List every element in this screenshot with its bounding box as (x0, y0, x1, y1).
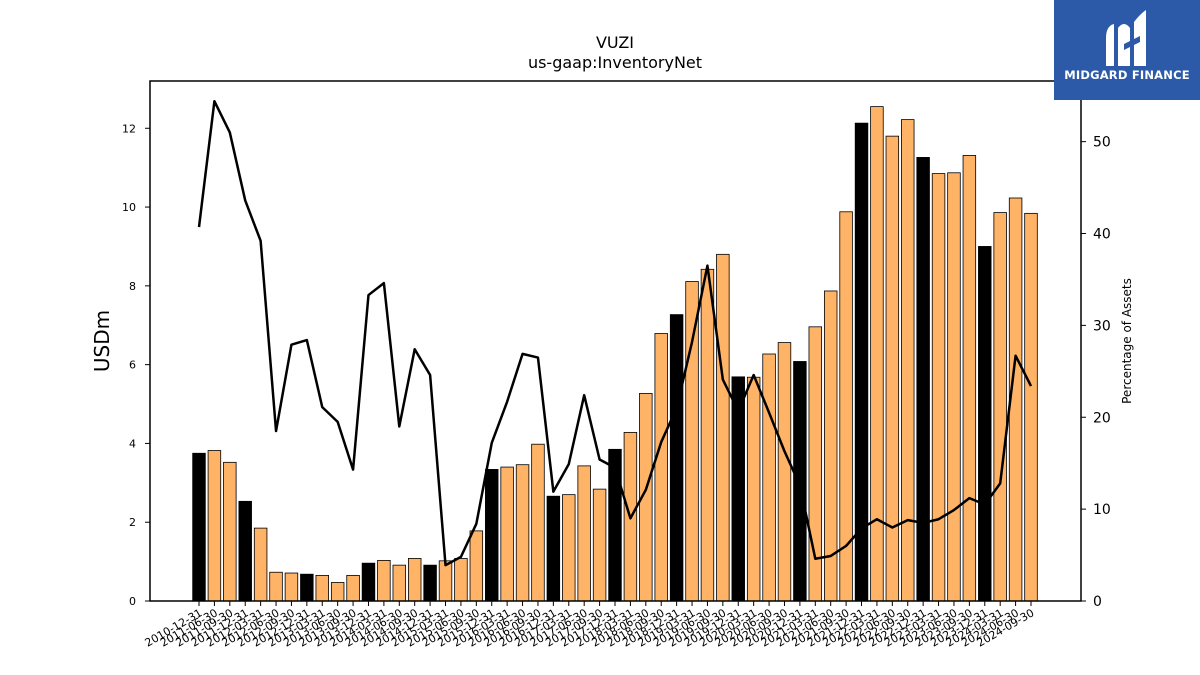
bar-2023-03-31 (931, 173, 946, 602)
bar-2024-09-30 (1024, 212, 1038, 602)
y2-tick-label: 40 (1093, 227, 1111, 243)
bar-2022-09-30 (901, 119, 915, 602)
bar-2012-03-31 (253, 527, 268, 602)
bar-2017-03-31 (562, 494, 576, 602)
y-tick-label: 10 (122, 201, 136, 214)
y-tick-label: 12 (122, 122, 136, 135)
bar-2015-03-31 (438, 560, 453, 602)
y-tick-label: 2 (129, 516, 136, 529)
bar-2018-12-31 (669, 314, 684, 602)
bar-2014-12-31 (423, 564, 437, 602)
bar-2017-09-30 (592, 488, 607, 602)
bar-2024-03-31 (993, 212, 1007, 602)
bar-2016-06-30 (515, 464, 530, 602)
bar-2020-09-30 (777, 342, 792, 602)
bar-2014-06-30 (392, 564, 407, 602)
bar-2018-09-30 (654, 333, 668, 602)
y-axis-title: USDm (90, 310, 114, 372)
y-tick-label: 8 (129, 280, 136, 293)
bar-2019-03-31 (685, 281, 699, 602)
bar-2012-06-30 (269, 571, 283, 602)
line-layer (197, 99, 1033, 567)
bar-2012-09-30 (284, 572, 299, 602)
bar-2013-06-30 (330, 582, 345, 602)
chart-title: VUZI (596, 33, 634, 52)
bar-2015-09-30 (469, 530, 484, 602)
bar-2020-03-31 (746, 376, 761, 602)
y-axis-right: 0 10 20 30 40 50 (1081, 135, 1111, 610)
bar-2012-12-31 (300, 573, 314, 602)
bar-2014-09-30 (407, 558, 422, 602)
chart-subtitle: us-gaap:InventoryNet (528, 53, 702, 72)
y2-tick-label: 10 (1093, 502, 1111, 518)
bar-2019-06-30 (700, 268, 715, 602)
bar-2013-12-31 (361, 562, 376, 602)
bar-2022-12-31 (916, 157, 930, 602)
x-axis: 2010-12-312011-06-302011-09-302011-12-31… (143, 601, 1037, 650)
bar-2019-09-30 (716, 253, 730, 602)
brand-logo: MIDGARD FINANCE (1054, 0, 1200, 100)
y-axis-left: 0 2 4 6 8 10 12 (122, 122, 150, 608)
bar-2011-09-30 (223, 461, 237, 602)
y-tick-label: 4 (129, 437, 136, 450)
y-tick-label: 6 (129, 359, 136, 372)
bar-2014-03-31 (377, 560, 391, 602)
bar-2023-12-31 (978, 246, 992, 602)
bar-2022-03-31 (870, 106, 884, 602)
bar-2010-12-31 (192, 452, 206, 602)
bar-2011-12-31 (238, 500, 252, 602)
bar-2023-06-30 (947, 172, 961, 602)
bar-2017-12-31 (608, 448, 622, 602)
y2-tick-label: 20 (1093, 410, 1111, 426)
bar-2023-09-30 (962, 155, 977, 602)
bar-2011-06-30 (207, 450, 222, 602)
bar-2017-06-30 (577, 465, 591, 602)
bar-2015-12-31 (485, 469, 499, 602)
percentage-line (197, 99, 1033, 567)
y2-tick-label: 30 (1093, 318, 1111, 334)
bar-2015-06-30 (454, 558, 468, 602)
y2-tick-label: 0 (1093, 594, 1102, 610)
brand-name: MIDGARD FINANCE (1064, 68, 1190, 82)
bar-2013-03-31 (315, 574, 329, 602)
bars-layer (192, 106, 1038, 602)
y-tick-label: 0 (129, 595, 136, 608)
bar-2022-06-30 (885, 135, 900, 602)
bar-2016-09-30 (531, 443, 545, 602)
bar-2020-06-30 (762, 353, 776, 602)
bar-2016-03-31 (500, 466, 514, 602)
bar-2013-09-30 (346, 574, 360, 602)
bar-2016-12-31 (546, 495, 561, 602)
mf-monogram-icon (1106, 10, 1146, 66)
y2-axis-title: Percentage of Assets (1120, 278, 1134, 404)
y2-tick-label: 50 (1093, 135, 1111, 151)
bar-2020-12-31 (793, 361, 807, 602)
